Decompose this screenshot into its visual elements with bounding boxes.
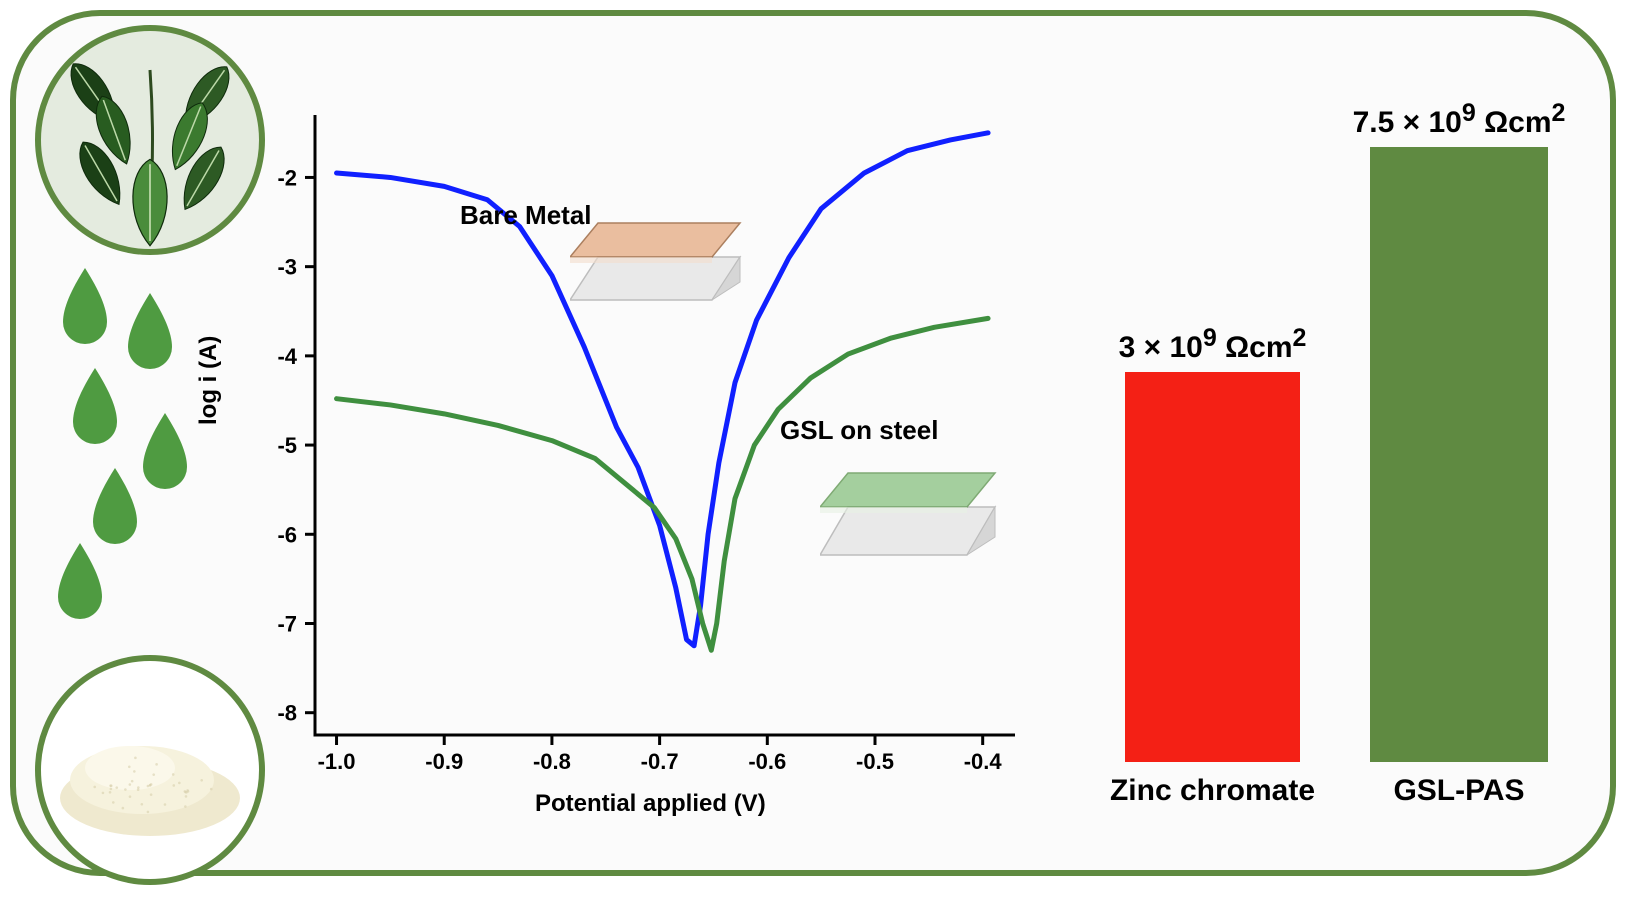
bar-value-0: 3 × 109 Ωcm2 [1119, 324, 1307, 365]
bar-name-0: Zinc chromate [1110, 774, 1315, 808]
bar-name-1: GSL-PAS [1393, 774, 1524, 808]
bar-value-1: 7.5 × 109 Ωcm2 [1353, 99, 1566, 140]
